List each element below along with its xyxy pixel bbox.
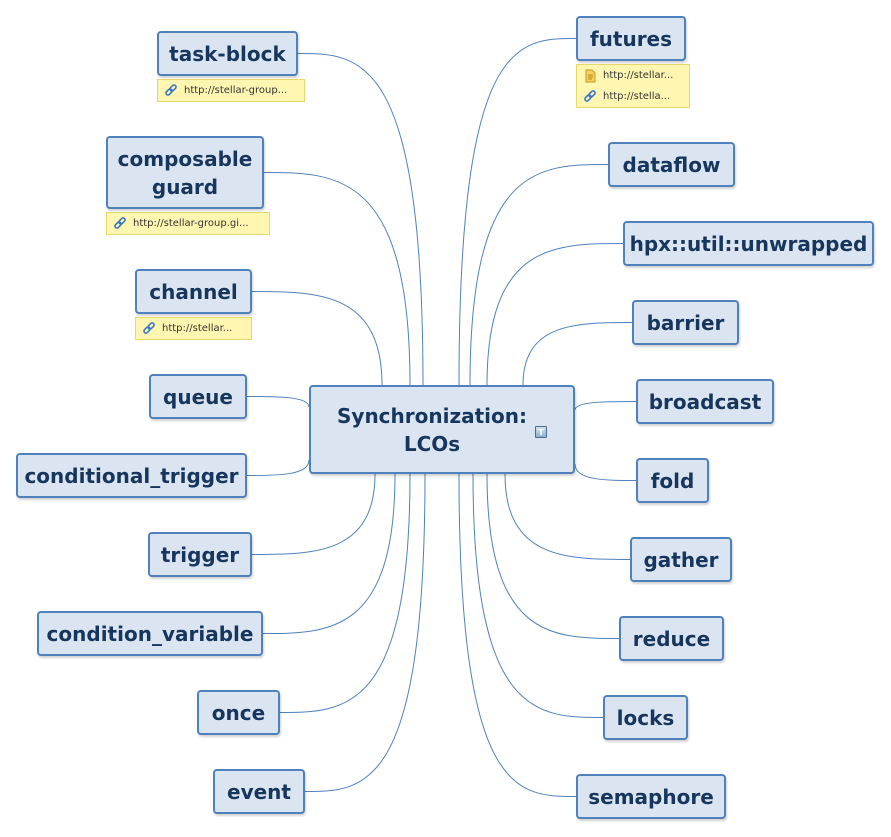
topic-conditional-trigger[interactable]: conditional_trigger	[16, 453, 247, 498]
topic-gather[interactable]: gather	[630, 537, 732, 582]
topic-reduce[interactable]: reduce	[619, 616, 724, 661]
connector-topic-semaphore	[458, 473, 577, 797]
topic-semaphore-label: semaphore	[588, 784, 714, 809]
connector-topic-once	[279, 473, 411, 713]
connector-topic-broadcast	[574, 401, 637, 411]
attachment-hyperlink[interactable]: http://stellar-group...	[164, 80, 304, 101]
topic-futures[interactable]: futures	[576, 16, 686, 61]
connector-topic-conditional-trigger	[246, 459, 310, 476]
link-icon	[164, 83, 178, 98]
central-topic[interactable]: Synchronization: LCOs T	[309, 385, 575, 474]
topic-futures-label: futures	[589, 26, 673, 51]
topic-once[interactable]: once	[197, 690, 280, 735]
topic-conditional-trigger-label: conditional_trigger	[24, 463, 239, 488]
connector-topic-barrier	[522, 322, 633, 386]
topic-dataflow-label: dataflow	[622, 152, 721, 177]
connector-topic-locks	[472, 473, 604, 718]
topic-once-label: once	[211, 700, 266, 725]
topic-event[interactable]: event	[213, 769, 305, 814]
topic-locks[interactable]: locks	[603, 695, 688, 740]
topic-task-block-label: task-block	[169, 41, 286, 66]
topic-trigger[interactable]: trigger	[148, 532, 252, 577]
topic-barrier-label: barrier	[646, 310, 725, 335]
connector-topic-queue	[246, 396, 310, 408]
topic-unwrapped[interactable]: hpx::util::unwrapped	[623, 221, 874, 266]
topic-broadcast[interactable]: broadcast	[636, 379, 774, 424]
document-icon	[583, 69, 597, 83]
topic-locks-label: locks	[616, 705, 675, 730]
topic-queue-label: queue	[163, 384, 233, 409]
attachment-text: http://stellar-group.gi...	[133, 217, 249, 229]
topic-composable-guard[interactable]: composable guard	[106, 136, 264, 209]
attachment-text: http://stellar...	[162, 322, 233, 334]
connector-topic-condition-variable	[262, 473, 396, 634]
link-icon	[113, 216, 127, 231]
central-topic-label: Synchronization: LCOs	[337, 403, 527, 456]
link-icon	[583, 89, 597, 104]
attachment-hyperlink[interactable]: http://stellar-group.gi...	[113, 213, 269, 234]
connector-topic-futures	[458, 38, 577, 386]
topic-condition-variable-label: condition_variable	[46, 621, 254, 646]
connector-topic-composable-guard	[263, 172, 411, 386]
topic-channel[interactable]: channel	[135, 269, 252, 314]
connector-topic-event	[304, 473, 426, 792]
topic-fold-label: fold	[650, 468, 695, 493]
topic-unwrapped-label: hpx::util::unwrapped	[629, 231, 868, 256]
topic-gather-label: gather	[643, 547, 719, 572]
note-icon[interactable]: T	[535, 425, 547, 438]
connector-topic-reduce	[486, 473, 620, 639]
topic-barrier[interactable]: barrier	[632, 300, 739, 345]
attachment-hyperlink[interactable]: http://stellar...	[142, 318, 251, 339]
attachment-hyperlink[interactable]: http://stella...	[583, 86, 689, 107]
attachment-text: http://stella...	[603, 90, 671, 102]
topic-semaphore[interactable]: semaphore	[576, 774, 726, 819]
topic-task-block[interactable]: task-block	[157, 31, 298, 76]
topic-event-label: event	[227, 779, 291, 804]
topic-queue[interactable]: queue	[149, 374, 247, 419]
topic-dataflow[interactable]: dataflow	[608, 142, 735, 187]
connector-topic-gather	[504, 473, 631, 560]
attachment-text: http://stellar-group...	[184, 84, 288, 96]
topic-broadcast-label: broadcast	[648, 389, 762, 414]
topic-futures-attachments[interactable]: http://stellar... http://stella...	[576, 64, 690, 108]
topic-composable-guard-attachments[interactable]: http://stellar-group.gi...	[106, 212, 270, 235]
link-icon	[142, 321, 156, 336]
connector-topic-dataflow	[469, 164, 609, 386]
connector-topic-unwrapped	[486, 243, 624, 386]
attachment-text: http://stellar...	[603, 69, 674, 81]
topic-fold[interactable]: fold	[636, 458, 709, 503]
attachment-note[interactable]: http://stellar...	[583, 65, 689, 86]
connector-topic-task-block	[297, 53, 424, 386]
connector-topic-trigger	[251, 473, 376, 555]
topic-composable-guard-label: composable guard	[117, 146, 253, 199]
topic-condition-variable[interactable]: condition_variable	[37, 611, 263, 656]
connector-topic-channel	[251, 291, 383, 386]
topic-channel-attachments[interactable]: http://stellar...	[135, 317, 252, 340]
topic-reduce-label: reduce	[632, 626, 711, 651]
topic-channel-label: channel	[149, 279, 238, 304]
topic-task-block-attachments[interactable]: http://stellar-group...	[157, 79, 305, 102]
topic-trigger-label: trigger	[160, 542, 240, 567]
connector-topic-fold	[574, 463, 637, 481]
